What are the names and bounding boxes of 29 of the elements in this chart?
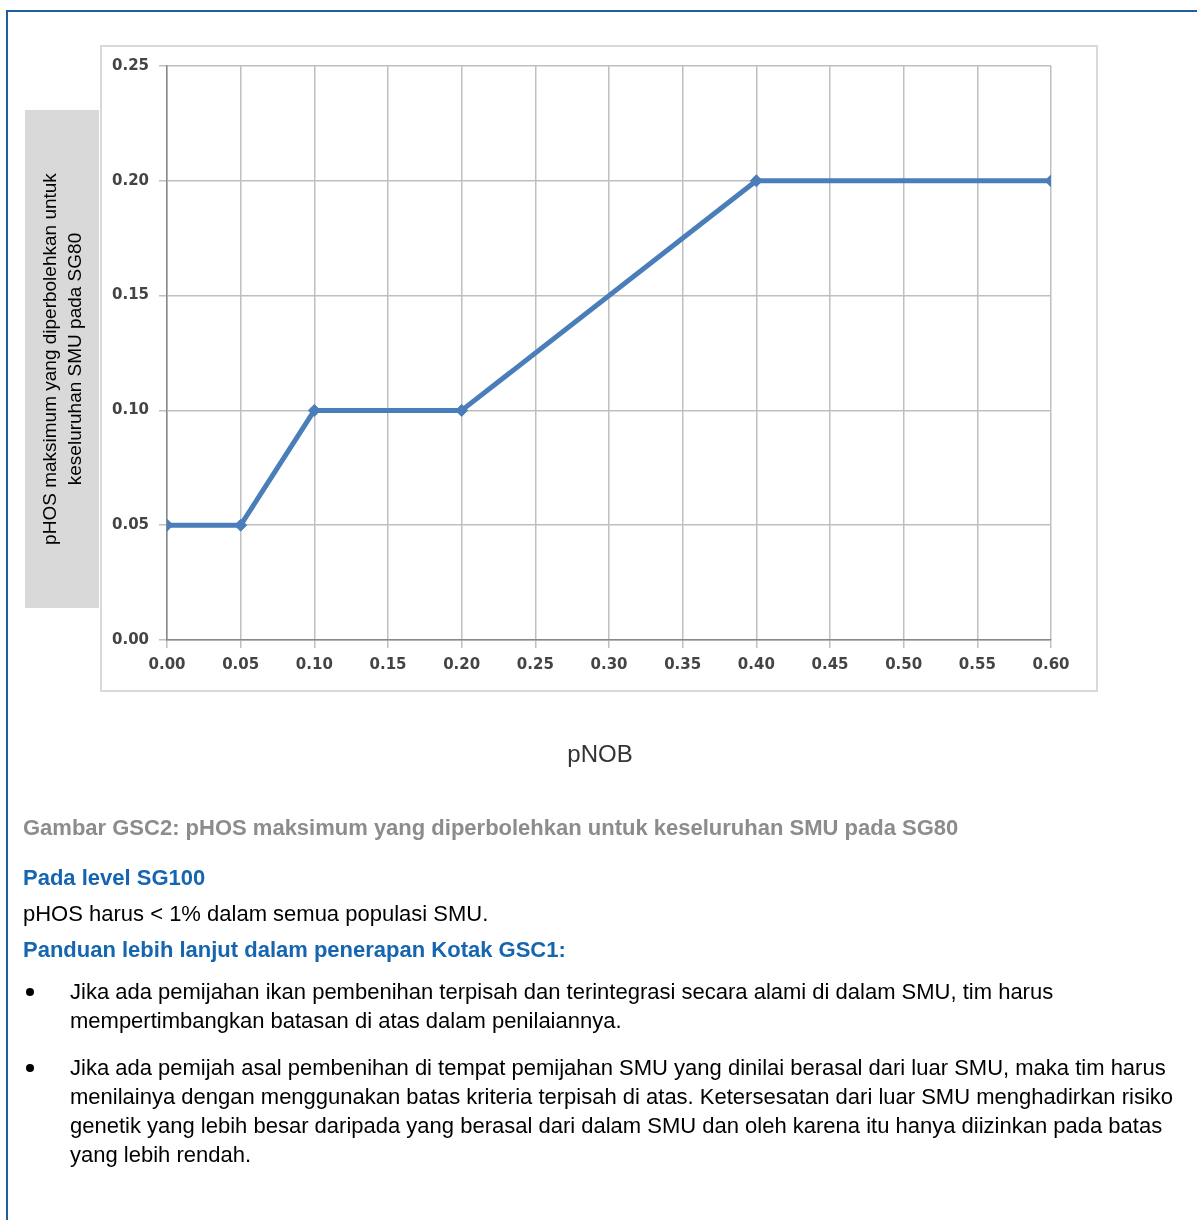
y-tick-label: 0.15 — [111, 285, 150, 304]
point — [234, 518, 248, 532]
text: pHOS harus < 1% dalam semua populasi SMU. — [23, 901, 490, 927]
y-tick-label: 0.20 — [111, 170, 150, 189]
x-tick-label: 0.00 — [148, 654, 186, 673]
y-axis-title: pHOS maksimum yang diperbolehkan untuk keseluruhan SMU pada SG80 — [38, 172, 86, 547]
x-tick-label: 0.20 — [443, 654, 481, 673]
text: Jika ada pemijah asal pembenihan di tempat pemijahan SMU yang dinilai berasal dari luar SMU, maka tim harus menilainya dengan menggunakan batas kriteria terpisah di atas. Ketersesatan dari luar SMU menghadirkan risiko genetik yang lebih besar daripada yang berasal dari dalam SMU dan oleh karena itu hanya diizinkan pada batas yang lebih rendah. — [69, 1054, 1175, 1169]
x-tick-label: 0.10 — [295, 654, 333, 673]
text: Gambar GSC2: pHOS maksimum yang diperbolehkan untuk keseluruhan SMU pada SG80 — [23, 815, 960, 841]
x-tick-label: 0.05 — [222, 654, 260, 673]
x-axis-title: pNOB — [566, 740, 634, 768]
y-tick-label: 0.25 — [111, 55, 150, 74]
y-tick-label: 0.00 — [111, 629, 150, 648]
x-tick-label: 0.60 — [1032, 654, 1070, 673]
y-tick-label: 0.10 — [111, 400, 150, 419]
x-tick-label: 0.55 — [958, 654, 996, 673]
x-tick-label: 0.15 — [369, 654, 407, 673]
x-tick-label: 0.40 — [737, 654, 775, 673]
text: Panduan lebih lanjut dalam penerapan Kotak GSC1: — [23, 937, 567, 963]
x-tick-label: 0.30 — [590, 654, 628, 673]
x-tick-label: 0.50 — [885, 654, 923, 673]
text: Pada level SG100 — [23, 865, 207, 891]
y-tick-label: 0.05 — [111, 515, 150, 534]
point — [749, 174, 763, 188]
x-tick-label: 0.45 — [811, 654, 849, 673]
text: Jika ada pemijahan ikan pembenihan terpisah dan terintegrasi secara alami di dalam SMU, tim harus mempertimbangkan batasan di atas dalam penilaiannya. — [69, 978, 1055, 1035]
x-tick-label: 0.35 — [664, 654, 702, 673]
x-tick-label: 0.25 — [516, 654, 554, 673]
